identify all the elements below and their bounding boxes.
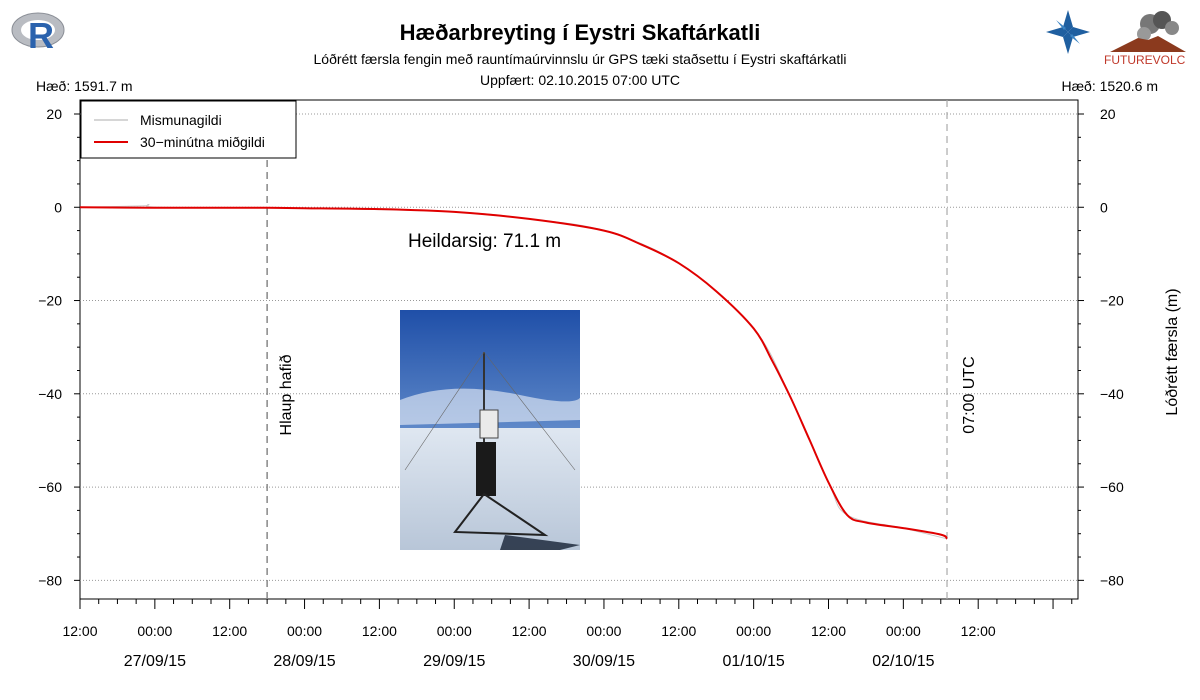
x-date-labels: 27/09/15 28/09/15 29/09/15 30/09/15 01/10/15…: [124, 653, 935, 670]
y-tick-label-right: −20: [1100, 293, 1124, 309]
y-tick-label-right: −40: [1100, 386, 1124, 402]
x-tick-label: 00:00: [886, 623, 921, 639]
x-axis: 12:00 00:00 12:00 00:00 12:00 00:00 12:00 00:00…: [62, 599, 1073, 639]
event-label: Hlaup hafið: [278, 354, 295, 435]
r-logo: R: [11, 12, 65, 56]
x-tick-label: 00:00: [437, 623, 472, 639]
height-right-label: Hæð: 1520.6 m: [1062, 78, 1159, 94]
gps-station-photo: [400, 310, 582, 550]
page-subtitle: Lóðrétt færsla fengin með rauntímaúrvinn…: [314, 51, 847, 67]
x-tick-label: 12:00: [362, 623, 397, 639]
legend-label-difference: Mismunagildi: [140, 112, 222, 128]
x-tick-label: 00:00: [287, 623, 322, 639]
x-date-label: 27/09/15: [124, 653, 186, 670]
y-tick-label-right: 0: [1100, 199, 1108, 215]
y-tick-label-right: 20: [1100, 106, 1116, 122]
y-tick-label-right: −80: [1100, 572, 1124, 588]
y-tick-label-left: −40: [38, 386, 62, 402]
series-median-line: [79, 206, 948, 540]
x-tick-label: 12:00: [212, 623, 247, 639]
x-date-label: 29/09/15: [423, 653, 485, 670]
now-label: 07:00 UTC: [961, 356, 978, 433]
y-axis-right: 20 0 −20 −40 −60 −80: [1078, 106, 1124, 588]
y-tick-label-right: −60: [1100, 479, 1124, 495]
x-tick-label: 12:00: [62, 623, 97, 639]
x-tick-label: 12:00: [661, 623, 696, 639]
legend-label-median: 30−minútna miðgildi: [140, 134, 265, 150]
y-axis-label: Lóðrétt færsla (m): [1164, 288, 1181, 415]
x-tick-label: 12:00: [961, 623, 996, 639]
y-tick-label-left: 20: [46, 106, 62, 122]
r-logo-letter: R: [28, 15, 54, 56]
institute-logo: [1046, 10, 1090, 54]
x-tick-label: 00:00: [736, 623, 771, 639]
x-tick-label: 12:00: [811, 623, 846, 639]
total-subsidence-label: Heildarsig: 71.1 m: [408, 231, 561, 252]
legend-box: [80, 100, 297, 159]
y-tick-label-left: −20: [38, 293, 62, 309]
height-left-label: Hæð: 1591.7 m: [36, 78, 133, 94]
futurevolc-logo: FUTUREVOLC: [1104, 11, 1186, 67]
x-tick-label: 00:00: [137, 623, 172, 639]
x-date-label: 30/09/15: [573, 653, 635, 670]
y-tick-label-left: 0: [54, 199, 62, 215]
y-tick-label-left: −60: [38, 479, 62, 495]
plot-frame: [79, 99, 1079, 600]
y-axis-left: 20 0 −20 −40 −60 −80: [38, 106, 80, 588]
y-tick-label-left: −80: [38, 572, 62, 588]
x-tick-label: 00:00: [586, 623, 621, 639]
legend: Mismunagildi 30−minútna miðgildi: [80, 100, 297, 159]
futurevolc-logo-text: FUTUREVOLC: [1104, 53, 1186, 67]
x-date-label: 02/10/15: [872, 653, 934, 670]
x-date-label: 28/09/15: [273, 653, 335, 670]
x-tick-label: 12:00: [512, 623, 547, 639]
page-title: Hæðarbreyting í Eystri Skaftárkatli: [400, 20, 761, 45]
x-date-label: 01/10/15: [723, 653, 785, 670]
updated-timestamp: Uppfært: 02.10.2015 07:00 UTC: [480, 72, 680, 88]
